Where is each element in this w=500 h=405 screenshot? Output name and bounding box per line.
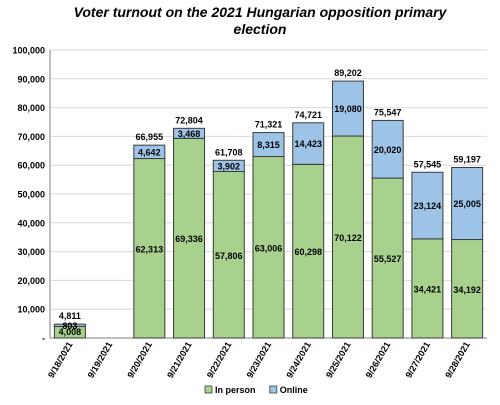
data-label-online: 8,315 xyxy=(257,140,280,150)
data-label-online: 14,423 xyxy=(294,139,322,149)
x-tick-label: 9/24/2021 xyxy=(284,340,313,380)
data-label-online: 20,020 xyxy=(374,145,402,155)
x-tick-label: 9/27/2021 xyxy=(403,340,432,380)
x-tick-label: 9/22/2021 xyxy=(205,340,234,380)
bar-online xyxy=(411,171,444,240)
data-label-total: 4,811 xyxy=(59,311,81,321)
data-label-in-person: 63,006 xyxy=(255,243,283,253)
legend-swatch xyxy=(269,385,278,394)
x-tick-label: 9/25/2021 xyxy=(324,340,353,380)
y-tick-label: 30,000 xyxy=(17,247,45,257)
bar-online xyxy=(371,119,404,179)
y-tick-label: 60,000 xyxy=(17,161,45,171)
legend-swatch xyxy=(204,385,213,394)
x-tick-label: 9/21/2021 xyxy=(165,340,194,380)
chart-title: Voter turnout on the 2021 Hungarian oppo… xyxy=(40,4,480,38)
x-tick-label: 9/28/2021 xyxy=(443,340,472,380)
bar-in-person xyxy=(212,171,245,339)
data-label-total: 57,545 xyxy=(414,159,442,169)
data-label-online: 803 xyxy=(62,321,77,331)
bar-in-person xyxy=(411,238,444,339)
data-label-total: 61,708 xyxy=(215,147,243,157)
legend-label: Online xyxy=(280,385,308,395)
data-label-total: 72,804 xyxy=(175,115,203,125)
data-label-total: 75,547 xyxy=(374,107,402,117)
x-tick-label: 9/23/2021 xyxy=(245,340,274,380)
bar-in-person xyxy=(371,177,404,339)
bar-online xyxy=(331,80,364,137)
data-label-in-person: 55,527 xyxy=(374,254,402,264)
data-label-in-person: 57,806 xyxy=(215,251,243,261)
data-label-online: 3,468 xyxy=(178,129,201,139)
bar-online xyxy=(252,132,285,158)
data-label-in-person: 70,122 xyxy=(334,233,362,243)
data-label-total: 66,955 xyxy=(136,132,164,142)
data-label-total: 59,197 xyxy=(453,155,481,165)
y-tick-label: 90,000 xyxy=(17,74,45,84)
y-tick-label: 50,000 xyxy=(17,190,45,200)
y-tick-label: 10,000 xyxy=(17,305,45,315)
x-tick-label: 9/20/2021 xyxy=(125,340,154,380)
bar-online xyxy=(53,323,86,327)
y-tick-label: - xyxy=(42,334,45,344)
bar-online xyxy=(212,159,245,173)
data-label-in-person: 60,298 xyxy=(294,247,322,257)
y-tick-label: 80,000 xyxy=(17,103,45,113)
bar-in-person xyxy=(252,156,285,339)
data-label-in-person: 69,336 xyxy=(175,234,203,244)
data-label-total: 74,721 xyxy=(294,110,322,120)
data-label-in-person: 34,421 xyxy=(414,284,442,294)
bar-online xyxy=(133,144,166,160)
data-label-total: 89,202 xyxy=(334,68,362,78)
chart-title-line-2: election xyxy=(233,21,287,37)
bar-in-person xyxy=(331,135,364,339)
data-label-online: 23,124 xyxy=(414,201,442,211)
y-tick-label: 20,000 xyxy=(17,276,45,286)
bar-in-person xyxy=(173,137,206,339)
data-label-total: 71,321 xyxy=(255,120,283,130)
y-tick-label: 70,000 xyxy=(17,132,45,142)
data-label-online: 3,902 xyxy=(218,161,241,171)
data-label-online: 25,005 xyxy=(453,199,481,209)
y-tick-label: 40,000 xyxy=(17,218,45,228)
y-tick-label: 100,000 xyxy=(12,46,45,56)
bar-online xyxy=(173,127,206,139)
bar-online xyxy=(451,167,484,241)
data-label-in-person: 62,313 xyxy=(136,244,164,254)
x-tick-label: 9/26/2021 xyxy=(364,340,393,380)
x-tick-label: 9/18/2021 xyxy=(46,340,75,380)
data-label-in-person: 34,192 xyxy=(453,285,481,295)
chart-title-line-1: Voter turnout on the 2021 Hungarian oppo… xyxy=(73,4,447,20)
data-label-online: 19,080 xyxy=(334,104,362,114)
data-label-in-person: 4,008 xyxy=(59,327,82,337)
bar-in-person xyxy=(292,163,325,339)
data-label-online: 4,642 xyxy=(138,147,161,157)
bar-online xyxy=(292,122,325,165)
legend-label: In person xyxy=(215,385,256,395)
x-tick-label: 9/19/2021 xyxy=(86,340,115,380)
